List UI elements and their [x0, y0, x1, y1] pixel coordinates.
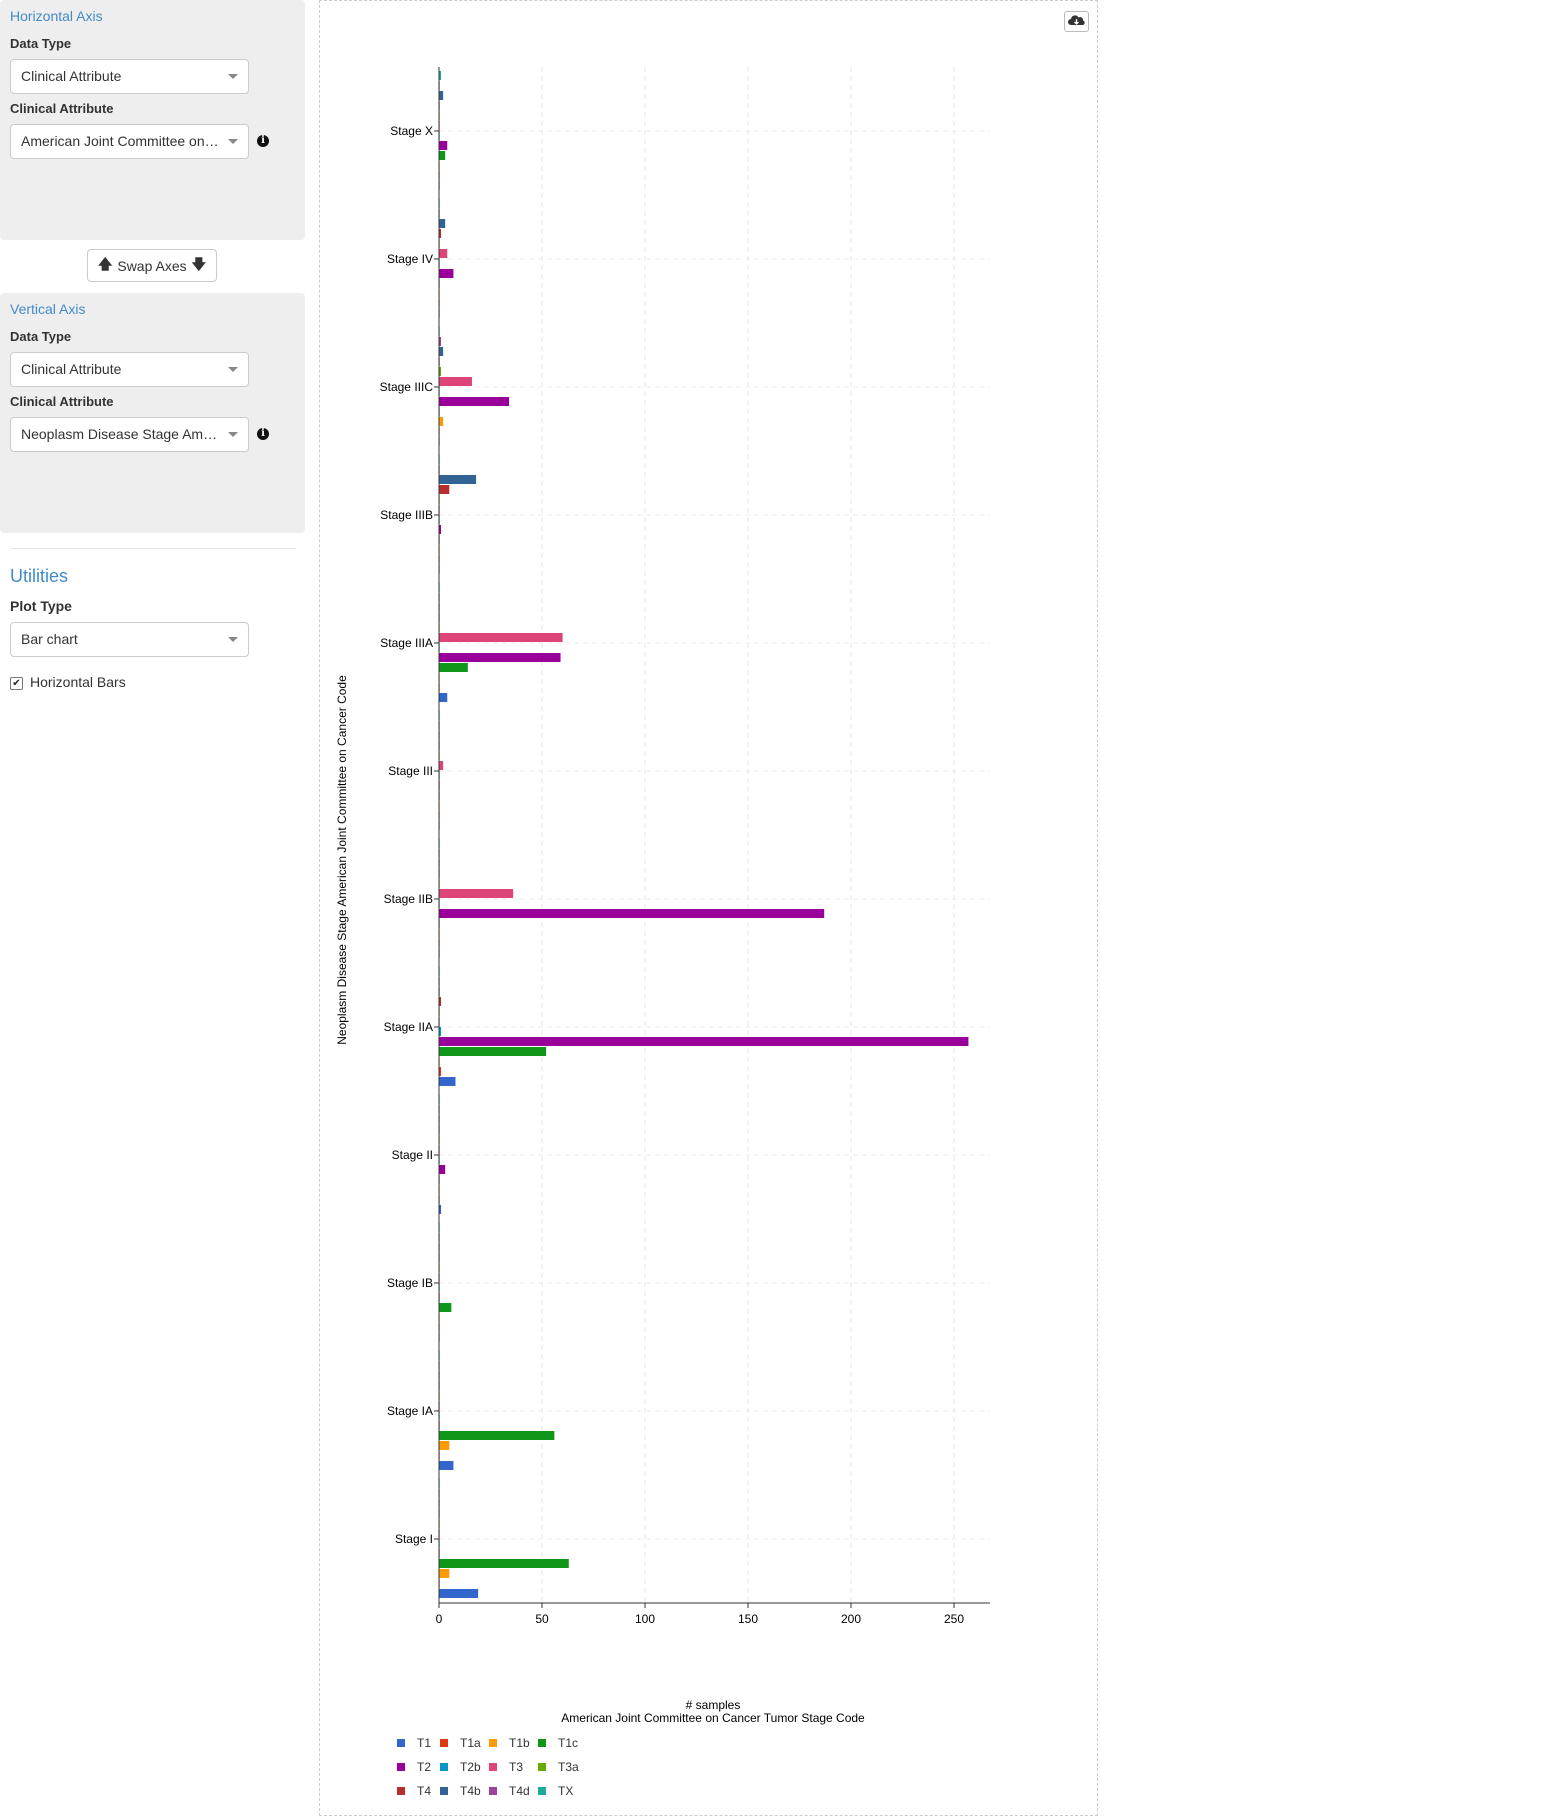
horizontal-attribute-value: American Joint Committee on Cancer Tumor… [21, 133, 249, 149]
arrow-up-icon: 🡅 [97, 255, 113, 272]
horizontal-bars-checkbox[interactable]: ✔ [10, 677, 23, 690]
horizontal-data-type-label: Data Type [10, 36, 72, 51]
vertical-attribute-value: Neoplasm Disease Stage American Joint Co… [21, 426, 248, 442]
swap-axes-label: Swap Axes [117, 257, 187, 274]
download-button[interactable] [1064, 11, 1089, 32]
plot-type-value: Bar chart [21, 631, 78, 647]
vertical-data-type-label: Data Type [10, 329, 72, 344]
plot-type-label: Plot Type [10, 598, 72, 614]
horizontal-data-type-value: Clinical Attribute [21, 68, 122, 84]
swap-axes-button[interactable]: 🡅 Swap Axes 🡇 [87, 249, 217, 282]
chevron-down-icon [228, 74, 238, 79]
plot-type-select[interactable]: Bar chart [10, 622, 249, 657]
vertical-attribute-label: Clinical Attribute [10, 394, 114, 409]
horizontal-attribute-select[interactable]: American Joint Committee on Cancer Tumor… [10, 124, 249, 159]
chevron-down-icon [228, 139, 238, 144]
divider [10, 548, 296, 549]
chevron-down-icon [228, 637, 238, 642]
horizontal-data-type-select[interactable]: Clinical Attribute [10, 59, 249, 94]
chevron-down-icon [228, 432, 238, 437]
horizontal-attribute-label: Clinical Attribute [10, 101, 114, 116]
arrow-down-icon: 🡇 [191, 255, 207, 272]
vertical-data-type-value: Clinical Attribute [21, 361, 122, 377]
info-icon[interactable]: i [257, 428, 269, 440]
cloud-download-icon [1068, 15, 1085, 25]
chart-frame [319, 0, 1098, 1816]
vertical-axis-panel: Vertical Axis Data Type Clinical Attribu… [0, 293, 305, 533]
vertical-data-type-select[interactable]: Clinical Attribute [10, 352, 249, 387]
chevron-down-icon [228, 367, 238, 372]
info-icon[interactable]: i [257, 135, 269, 147]
horizontal-bars-label: Horizontal Bars [30, 674, 126, 690]
horizontal-axis-panel: Horizontal Axis Data Type Clinical Attri… [0, 0, 305, 240]
horizontal-axis-title: Horizontal Axis [10, 8, 103, 24]
utilities-title: Utilities [10, 566, 69, 586]
vertical-axis-title: Vertical Axis [10, 301, 86, 317]
vertical-attribute-select[interactable]: Neoplasm Disease Stage American Joint Co… [10, 417, 249, 452]
